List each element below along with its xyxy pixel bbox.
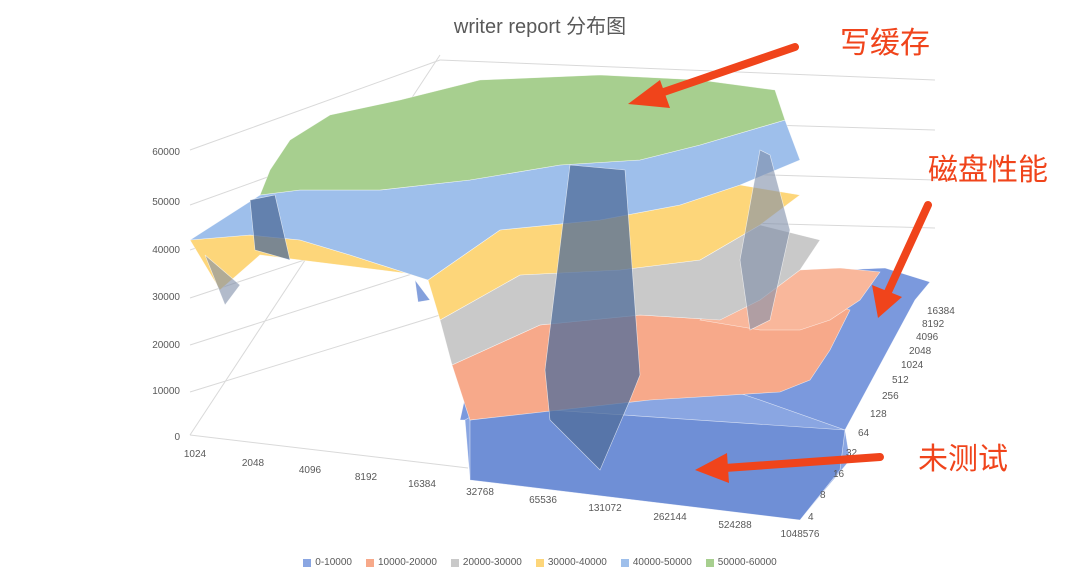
x-tick-label: 1024 (184, 449, 207, 460)
y-tick-label: 16 (833, 469, 845, 480)
x-tick-label: 1048576 (781, 529, 820, 540)
arrow-untested (695, 453, 884, 483)
legend: 0-10000 10000-20000 20000-30000 30000-40… (0, 557, 1080, 568)
gridline-z20000 (189, 264, 441, 346)
surface (189, 74, 931, 521)
y-tick-label: 8192 (922, 319, 945, 330)
y-tick-label: 16384 (927, 306, 955, 317)
z-tick-label: 60000 (152, 147, 180, 158)
y-tick-label: 4 (808, 512, 814, 523)
surface-dark-spike (544, 164, 641, 471)
annotation-arrows (628, 43, 932, 483)
arrow-write-cache (628, 43, 799, 108)
y-axis-ticks: 4 8 16 32 64 128 256 512 1024 2048 4096 … (808, 306, 955, 523)
x-tick-label: 262144 (653, 512, 687, 523)
z-axis-ticks: 60000 50000 40000 30000 20000 10000 0 (152, 147, 180, 443)
gridline-floor-front (189, 434, 469, 469)
x-axis-ticks: 1024 2048 4096 8192 16384 32768 65536 13… (184, 449, 820, 540)
z-tick-label: 30000 (152, 292, 180, 303)
annotation-write-cache: 写缓存 (840, 26, 930, 61)
legend-swatch (450, 558, 459, 567)
z-tick-label: 0 (174, 432, 180, 443)
legend-swatch (303, 558, 312, 567)
z-tick-label: 10000 (152, 386, 180, 397)
y-tick-label: 32 (846, 448, 858, 459)
gridline-z10000 (189, 314, 441, 393)
y-tick-label: 64 (858, 428, 870, 439)
x-tick-label: 32768 (466, 487, 494, 498)
x-tick-label: 8192 (355, 472, 378, 483)
chart-title: writer report 分布图 (453, 16, 627, 38)
y-tick-label: 128 (870, 409, 887, 420)
legend-label: 10000-20000 (377, 557, 437, 568)
y-tick-label: 8 (820, 490, 826, 501)
z-tick-label: 40000 (152, 245, 180, 256)
legend-item: 20000-30000 (450, 557, 522, 568)
z-tick-label: 50000 (152, 197, 180, 208)
y-tick-label: 512 (892, 375, 909, 386)
legend-swatch (365, 558, 374, 567)
x-tick-label: 2048 (242, 458, 265, 469)
legend-item: 10000-20000 (365, 557, 437, 568)
annotation-untested: 未测试 (918, 442, 1008, 477)
legend-swatch (535, 558, 544, 567)
x-tick-label: 131072 (588, 503, 622, 514)
legend-swatch (705, 558, 714, 567)
annotation-disk-perf: 磁盘性能 (928, 153, 1048, 188)
legend-swatch (620, 558, 629, 567)
x-tick-label: 16384 (408, 479, 436, 490)
y-tick-label: 1024 (901, 360, 924, 371)
arrow-disk-perf (872, 201, 932, 318)
legend-label: 30000-40000 (547, 557, 607, 568)
y-tick-label: 4096 (916, 332, 939, 343)
x-tick-label: 65536 (529, 495, 557, 506)
legend-item: 0-10000 (303, 557, 352, 568)
gridline-z60000 (189, 59, 441, 151)
legend-item: 40000-50000 (620, 557, 692, 568)
legend-label: 0-10000 (315, 557, 352, 568)
x-tick-label: 524288 (718, 520, 752, 531)
legend-label: 50000-60000 (717, 557, 777, 568)
surface-mid-dip (414, 278, 431, 303)
z-tick-label: 20000 (152, 340, 180, 351)
surface-dark-spike-right (739, 149, 791, 331)
legend-item: 30000-40000 (535, 557, 607, 568)
legend-label: 20000-30000 (462, 557, 522, 568)
y-tick-label: 256 (882, 391, 899, 402)
y-tick-label: 2048 (909, 346, 932, 357)
gridline-back-60000 (439, 59, 936, 81)
x-tick-label: 4096 (299, 465, 322, 476)
legend-item: 50000-60000 (705, 557, 777, 568)
surface-dark-spike-left (249, 194, 291, 261)
legend-label: 40000-50000 (632, 557, 692, 568)
surface-left-dip (204, 254, 241, 306)
